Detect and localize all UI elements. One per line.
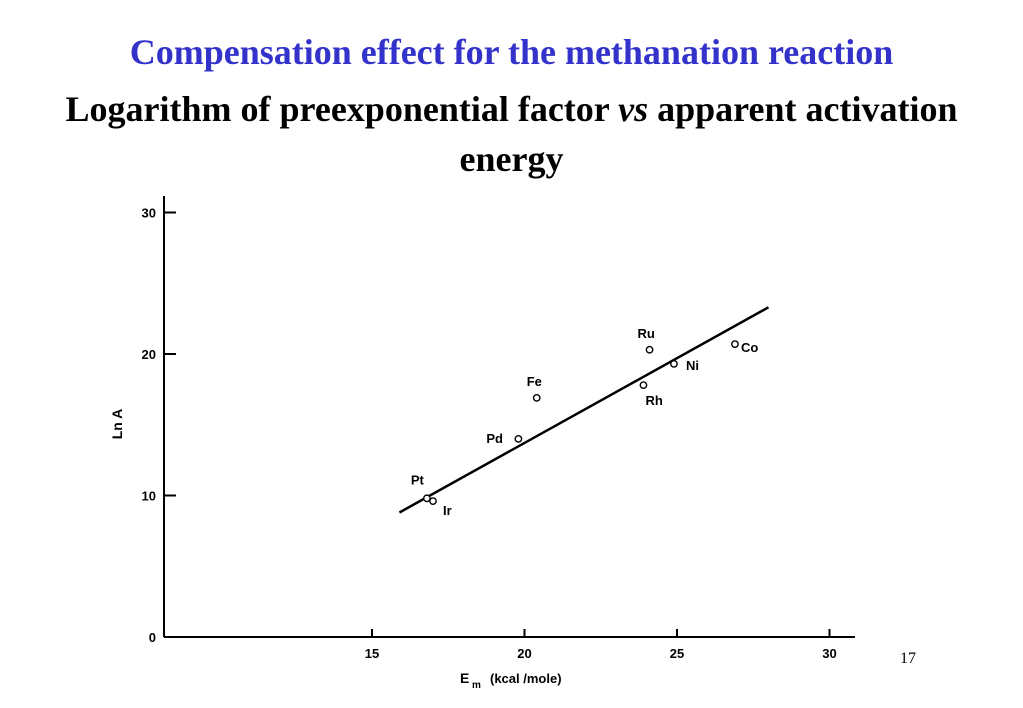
- slide-subtitle: Logarithm of preexponential factor vs ap…: [40, 84, 983, 184]
- chart-axes: [163, 196, 855, 638]
- data-label-ir: Ir: [443, 503, 452, 518]
- data-label-rh: Rh: [645, 393, 662, 408]
- subtitle-vs: vs: [618, 89, 649, 129]
- x-axis-label-subscript: m: [472, 680, 481, 691]
- y-tick-label-0: 0: [149, 630, 156, 645]
- data-label-co: Co: [741, 340, 758, 355]
- x-axis-label-main: E: [460, 670, 469, 686]
- x-axis-label: E m (kcal /mole): [460, 670, 562, 691]
- x-tick-label-25: 25: [670, 646, 684, 661]
- x-axis-label-units: (kcal /mole): [490, 671, 562, 686]
- page-number: 17: [900, 650, 916, 667]
- data-point-fe: [532, 393, 541, 402]
- x-tick-label-15: 15: [365, 646, 379, 661]
- data-points: Pt Ir Pd Fe Rh Ru Ni Co: [411, 326, 758, 518]
- y-tick-label-20: 20: [142, 347, 156, 362]
- data-point-ru: [645, 345, 654, 354]
- fit-line: [398, 306, 770, 514]
- x-tick-label-30: 30: [822, 646, 836, 661]
- data-point-rh: [639, 381, 648, 390]
- data-label-ni: Ni: [686, 358, 699, 373]
- data-point-ir: [429, 497, 437, 506]
- fit-line-group: [398, 306, 770, 514]
- data-point-pt: [422, 494, 431, 503]
- data-label-pt: Pt: [411, 472, 425, 487]
- subtitle-part1: Logarithm of preexponential factor: [65, 89, 619, 129]
- data-label-fe: Fe: [527, 374, 542, 389]
- subtitle-part2: apparent activation energy: [459, 89, 958, 179]
- y-tick-label-30: 30: [142, 206, 156, 221]
- data-label-ru: Ru: [638, 326, 655, 341]
- y-tick-label-10: 10: [142, 489, 156, 504]
- x-tick-label-20: 20: [517, 646, 531, 661]
- data-point-ni: [670, 360, 678, 368]
- data-point-co: [731, 340, 739, 348]
- data-label-pd: Pd: [486, 431, 503, 446]
- data-point-pd: [514, 434, 523, 443]
- slide-title: Compensation effect for the methanation …: [129, 32, 894, 72]
- chart-ticks: 0 10 20 30 15 20 25 30: [142, 206, 837, 662]
- y-axis-label: Ln A: [109, 409, 125, 440]
